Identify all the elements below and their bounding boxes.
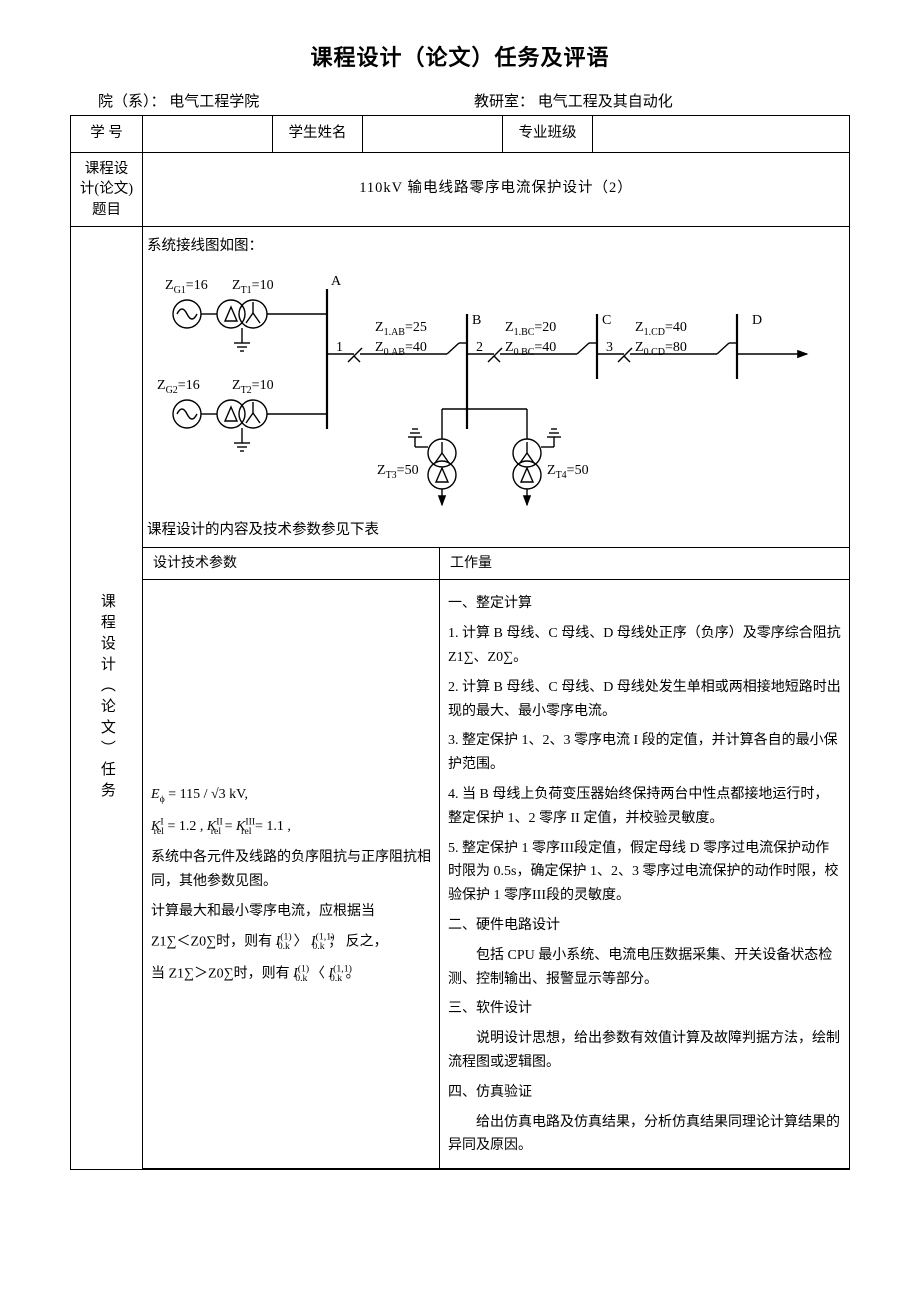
topic-label: 课程设计(论文)题目	[71, 152, 143, 226]
label-n3: 3	[606, 340, 613, 355]
work-i8: 给出仿真电路及仿真结果，分析仿真结果同理论计算结果的异同及原因。	[448, 1111, 841, 1159]
task-label: 课程设计（论文）任务	[71, 226, 143, 1169]
label-Z1AB: Z1.AB=25	[375, 320, 427, 338]
label-ZT1: ZT1=10	[232, 278, 274, 296]
params-p3: 系统中各元件及线路的负序阻抗与正序阻抗相同，其他参数见图。	[151, 846, 431, 894]
label-Z0BC: Z0.BC=40	[505, 340, 556, 358]
params-p6b: 。	[346, 966, 360, 981]
main-table: 学 号 学生姓名 专业班级 课程设计(论文)题目 110kV 输电线路零序电流保…	[70, 115, 850, 1170]
label-ZT4: ZT4=50	[547, 463, 589, 481]
inner-table: 设计技术参数 工作量 Eϕ = 115 / √3 kV, KIrel = 1.2…	[143, 548, 849, 1170]
student-name-value	[363, 116, 503, 153]
diagram-footer: 课程设计的内容及技术参数参见下表	[147, 519, 845, 543]
table-row: 课程设计(论文)题目 110kV 输电线路零序电流保护设计（2）	[71, 152, 850, 226]
work-i2: 2. 计算 B 母线、C 母线、D 母线处发生单相或两相接地短路时出现的最大、最…	[448, 676, 841, 724]
work-i3: 3. 整定保护 1、2、3 零序电流 I 段的定值，并计算各自的最小保护范围。	[448, 729, 841, 777]
topic-value: 110kV 输电线路零序电流保护设计（2）	[143, 152, 850, 226]
subheader: 院（系）： 电气工程学院 教研室： 电气工程及其自动化	[70, 90, 850, 111]
table-row: 课程设计（论文）任务 系统接线图如图：	[71, 226, 850, 547]
class-label: 专业班级	[503, 116, 593, 153]
diagram-section: 系统接线图如图：	[143, 227, 849, 547]
params-cell: Eϕ = 115 / √3 kV, KIrel = 1.2 , KIIrel =…	[143, 580, 440, 1169]
work-i4: 4. 当 B 母线上负荷变压器始终保持两台中性点都接地运行时，整定保护 1、2 …	[448, 783, 841, 831]
label-Z0AB: Z0.AB=40	[375, 340, 427, 358]
table-row: 学 号 学生姓名 专业班级	[71, 116, 850, 153]
page-title: 课程设计（论文）任务及评语	[70, 40, 850, 72]
eq-krel: KIrel = 1.2 , KIIrel = KIIIrel = 1.1 ,	[151, 819, 291, 834]
params-p5b: ； 反之，	[328, 934, 388, 949]
circuit-diagram: A B C D ZG1=16 ZT1=10 ZG2=16 ZT2=10 Z1.A…	[147, 259, 827, 519]
label-n2: 2	[476, 340, 483, 355]
student-name-label: 学生姓名	[273, 116, 363, 153]
work-i5: 5. 整定保护 1 零序III段定值，假定母线 D 零序过电流保护动作时限为 0…	[448, 837, 841, 908]
office-value: 电气工程及其自动化	[538, 94, 673, 110]
label-Z0CD: Z0.CD=80	[635, 340, 687, 358]
student-id-label: 学 号	[71, 116, 143, 153]
label-ZT3: ZT3=50	[377, 463, 419, 481]
label-ZT2: ZT2=10	[232, 378, 274, 396]
table-row: 设计技术参数 工作量 Eϕ = 115 / √3 kV, KIrel = 1.2…	[71, 547, 850, 1170]
label-n1: 1	[336, 340, 343, 355]
label-ZG1: ZG1=16	[165, 278, 208, 296]
work-cell: 一、整定计算 1. 计算 B 母线、C 母线、D 母线处正序（负序）及零序综合阻…	[440, 580, 849, 1169]
work-h4: 四、仿真验证	[448, 1081, 841, 1105]
work-h3: 三、软件设计	[448, 997, 841, 1021]
params-p6: 当 Z1∑＞Z0∑时，则有	[151, 966, 293, 981]
params-p5: Z1∑＜Z0∑时，则有	[151, 934, 276, 949]
label-D: D	[752, 313, 762, 328]
params-p4: 计算最大和最小零序电流，应根据当	[151, 900, 431, 924]
work-i6: 包括 CPU 最小系统、电流电压数据采集、开关设备状态检测、控制输出、报警显示等…	[448, 944, 841, 992]
label-A: A	[331, 274, 342, 289]
dept-value: 电气工程学院	[169, 94, 259, 110]
office-label: 教研室：	[474, 94, 534, 110]
work-header: 工作量	[440, 548, 849, 580]
work-h1: 一、整定计算	[448, 592, 841, 616]
params-header: 设计技术参数	[143, 548, 440, 580]
student-id-value	[143, 116, 273, 153]
class-value	[593, 116, 850, 153]
label-Z1CD: Z1.CD=40	[635, 320, 687, 338]
label-ZG2: ZG2=16	[157, 378, 200, 396]
work-i1: 1. 计算 B 母线、C 母线、D 母线处正序（负序）及零序综合阻抗 Z1∑、Z…	[448, 622, 841, 670]
diagram-intro: 系统接线图如图：	[147, 235, 845, 259]
eq-ephi: Eϕ = 115 / √3 kV,	[151, 787, 248, 802]
label-B: B	[472, 313, 481, 328]
label-C: C	[602, 313, 611, 328]
label-Z1BC: Z1.BC=20	[505, 320, 556, 338]
work-i7: 说明设计思想，给出参数有效值计算及故障判据方法，绘制流程图或逻辑图。	[448, 1027, 841, 1075]
dept-label: 院（系）：	[98, 94, 166, 110]
work-h2: 二、硬件电路设计	[448, 914, 841, 938]
